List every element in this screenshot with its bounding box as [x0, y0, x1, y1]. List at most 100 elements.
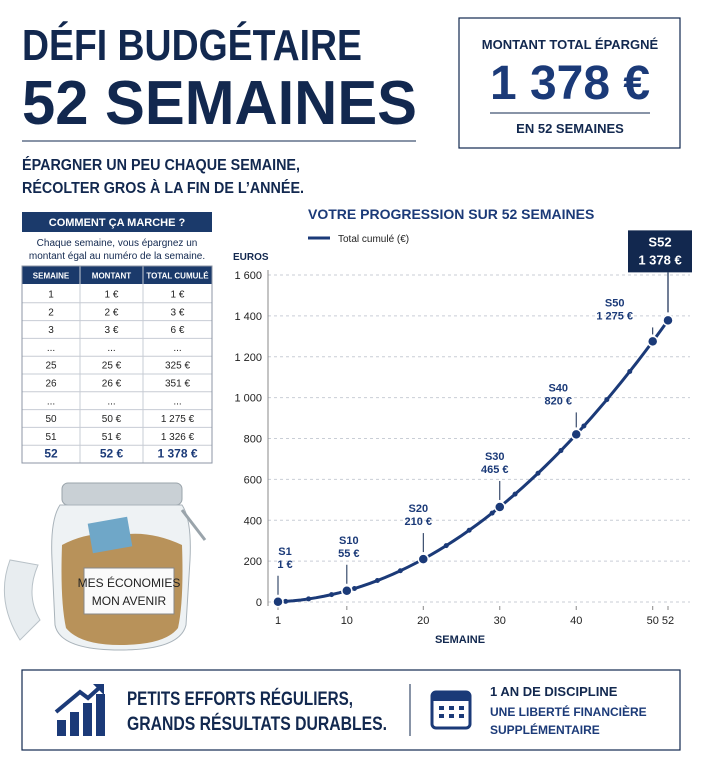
annotation-week: S52 — [648, 234, 671, 249]
jar-label — [83, 567, 175, 615]
y-tick-label: 0 — [256, 597, 262, 609]
growth-icon — [54, 684, 105, 736]
table-cell: 2 — [48, 307, 54, 318]
table-cell: 1 378 € — [157, 447, 197, 461]
x-tick-label: 10 — [341, 615, 353, 627]
table-cell: 325 € — [165, 361, 190, 372]
data-point — [512, 491, 518, 497]
table-cell: 1 275 € — [161, 414, 195, 425]
annotation-point — [272, 596, 284, 608]
table-cell: 50 — [45, 414, 57, 425]
total-label: MONTANT TOTAL ÉPARGNÉ — [482, 37, 659, 52]
x-tick-label: 20 — [417, 615, 429, 627]
table-cell: ... — [47, 396, 55, 407]
footer-right-line: SUPPLÉMENTAIRE — [490, 722, 600, 737]
table-title-bar — [22, 212, 212, 232]
table-cell: 25 € — [102, 361, 122, 372]
y-tick-label: 800 — [244, 434, 262, 446]
y-tick-label: 600 — [244, 474, 262, 486]
annotation-value: 210 € — [405, 516, 433, 528]
x-tick-label: 30 — [494, 615, 506, 627]
title-line: 52 SEMAINES — [22, 69, 417, 138]
x-tick-label: 50 — [647, 615, 659, 627]
table: SEMAINE MONTANT TOTAL CUMULÉ 1 1 € 1 € 2 2 € 3 €… — [21, 265, 213, 464]
table-title: COMMENT ÇA MARCHE ? — [49, 217, 186, 229]
annotation-value: 1 € — [277, 559, 292, 571]
annotation-point — [570, 428, 582, 441]
table-cell: 1 326 € — [161, 432, 195, 443]
annotation-point — [417, 553, 430, 565]
subtitle-line: RÉCOLTER GROS À LA FIN DE L’ANNÉE. — [22, 178, 304, 197]
annotation-week: S20 — [409, 503, 429, 515]
table-description: Chaque semaine, vous épargnez un — [37, 238, 198, 249]
jar-lid — [3, 559, 41, 641]
annotation-value: 820 € — [544, 395, 572, 407]
table-header-row — [22, 266, 212, 284]
data-point — [535, 470, 541, 476]
jar-illustration: MES ÉCONOMIES MON AVENIR — [3, 482, 207, 651]
table-cell: 51 — [45, 432, 57, 443]
total-amount: 1 378 € — [490, 57, 650, 110]
column-header: MONTANT — [92, 272, 132, 281]
jar-clasp — [180, 509, 207, 541]
data-point — [306, 596, 312, 602]
y-tick-label: 1 000 — [234, 393, 262, 405]
table-cell: 25 — [45, 361, 57, 372]
jar-label-line: MON AVENIR — [92, 594, 167, 608]
data-point — [604, 397, 610, 403]
jar-banknote — [87, 516, 133, 554]
annotation-week: S30 — [485, 451, 505, 463]
y-tick-label: 200 — [244, 556, 262, 568]
jar-neck — [61, 482, 183, 506]
footer-right-title: 1 AN DE DISCIPLINE — [490, 684, 618, 699]
annotation-value: 55 € — [338, 548, 359, 560]
chart: 0 200 400 600 800 1 000 1 200 1 400 1 600 1 10 20 30… — [234, 230, 692, 627]
data-point — [466, 527, 472, 533]
annotation-week: S1 — [278, 546, 291, 558]
annotation-week: S50 — [605, 297, 625, 309]
table-cell: 52 € — [100, 447, 124, 461]
y-tick-label: 1 600 — [234, 270, 262, 282]
y-tick-label: 1 400 — [234, 311, 262, 323]
column-header: SEMAINE — [33, 272, 70, 281]
legend-label: Total cumulé (€) — [338, 234, 409, 245]
table-cell: 52 — [44, 447, 58, 461]
data-point — [627, 368, 633, 374]
annotation-value: 465 € — [481, 464, 509, 476]
total-note: EN 52 SEMAINES — [516, 121, 624, 136]
annotation-box — [628, 230, 692, 273]
table-cell: 2 € — [105, 307, 119, 318]
y-axis-label: EUROS — [233, 252, 269, 263]
annotation-point — [646, 335, 659, 348]
data-point — [397, 568, 403, 574]
table-border — [21, 265, 213, 464]
x-tick-label: 1 — [275, 615, 281, 627]
table-cell: 3 € — [171, 307, 185, 318]
table-cell: 1 € — [105, 290, 119, 301]
table-cell: 50 € — [102, 414, 122, 425]
data-point — [329, 592, 335, 598]
data-point — [351, 586, 357, 592]
annotation-week: S10 — [339, 535, 359, 547]
subtitle-line: ÉPARGNER UN PEU CHAQUE SEMAINE, — [22, 155, 300, 174]
footer-right-line: UNE LIBERTÉ FINANCIÈRE — [490, 704, 647, 719]
table-cell: 3 € — [105, 325, 119, 336]
footer-left-line: PETITS EFFORTS RÉGULIERS, — [127, 688, 353, 710]
annotation-point — [662, 314, 674, 327]
table-cell: ... — [107, 343, 115, 354]
table-description: montant égal au numéro de la semaine. — [29, 251, 205, 262]
data-point — [374, 578, 380, 584]
table-cell: 26 € — [102, 379, 122, 390]
total-box — [458, 17, 681, 149]
table-cell: 351 € — [165, 379, 190, 390]
footer-left-line: GRANDS RÉSULTATS DURABLES. — [127, 713, 387, 735]
data-point — [558, 448, 564, 454]
calendar-icon — [430, 690, 472, 730]
annotation-point — [494, 501, 506, 513]
footer-box — [21, 669, 681, 751]
title-line: DÉFI BUDGÉTAIRE — [22, 20, 362, 70]
annotation-week: S40 — [548, 382, 568, 394]
table-cell: ... — [107, 396, 115, 407]
table-cell: 3 — [48, 325, 54, 336]
table-cell: 1 — [48, 290, 54, 301]
